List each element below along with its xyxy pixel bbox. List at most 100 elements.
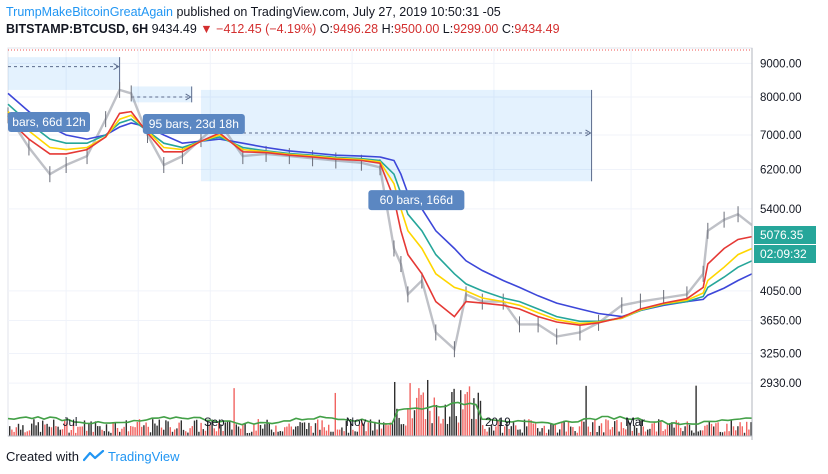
volume-bar [570,426,572,436]
tradingview-brand[interactable]: TradingView [108,449,180,464]
created-with-text: Created with [6,449,79,464]
low-label: L: [442,22,454,36]
volume-bar [413,410,416,436]
volume-bar [521,432,523,436]
volume-bar [466,391,468,436]
volume-bar [262,428,264,436]
volume-bar [671,422,673,436]
volume-bar [429,410,431,436]
volume-bar [741,426,743,436]
volume-bar [191,426,193,436]
volume-bar [702,430,704,436]
volume-bar [310,426,312,436]
volume-bar [497,419,499,436]
volume-bar [266,419,268,436]
volume-bar [198,431,200,436]
arrow-right-icon [585,129,592,137]
volume-bar [468,386,471,436]
volume-bar [81,426,83,436]
volume-bar [297,426,299,436]
date-range-box [200,89,592,182]
volume-bar [224,422,226,436]
volume-bar [455,416,457,436]
price-badge-label: 02:09:32 [760,247,807,261]
volume-bar [202,429,204,436]
volume-bar [660,421,662,436]
volume-bar [163,429,165,436]
volume-bar [147,426,149,436]
annotations: bars, 66d 12h 95 bars, 23d 18h 60 bars, 16… [8,112,465,211]
volume-bar [90,421,92,436]
volume-bar [640,420,642,436]
volume-bar [171,431,174,436]
volume-bar [303,422,306,436]
volume-bar [207,421,209,436]
volume-bar [88,423,90,436]
volume-bar [255,430,257,436]
y-tick-label: 3250.00 [760,349,802,361]
price-badge [754,245,816,263]
volume-bar [110,432,112,436]
volume-bars [7,379,753,436]
volume-bar [376,429,378,436]
volume-bar [176,428,178,436]
date-range-label-box [8,112,90,133]
volume-bar [321,420,323,436]
volume-bar [488,427,490,436]
volume-bar [119,431,121,436]
volume-bar [424,419,427,436]
volume-bar [737,426,739,436]
price-badges: 5076.35 02:09:32 [754,226,816,263]
x-tick-label: Mar [625,417,645,429]
volume-bar [473,398,475,436]
volume-bar [713,426,715,436]
volume-bar [127,431,130,436]
date-range-boxes [8,57,593,182]
volume-bar [684,426,686,436]
volume-bar [75,432,77,436]
volume-bar [389,422,391,436]
volume-bar [611,427,614,436]
volume-bar [394,381,396,436]
volume-bar [105,424,108,436]
volume-bar [396,408,398,436]
volume-bar [574,431,576,436]
volume-bar [453,388,455,436]
volume-bar [596,432,598,436]
author-link[interactable]: TrumpMakeBitcoinGreatAgain [6,5,173,19]
volume-bar [211,419,213,436]
volume-bar [728,431,730,436]
volume-bar [695,385,697,436]
y-tick-label: 3650.00 [760,315,802,327]
price-chart[interactable]: bars, 66d 12h 95 bars, 23d 18h 60 bars, 16… [0,40,828,440]
volume-bar [732,426,735,436]
volume-bar [409,383,411,436]
volume-bar [209,424,211,436]
volume-bar [288,423,290,436]
volume-bar [46,423,48,436]
volume-bar [185,431,187,436]
volume-bar [187,432,189,436]
volume-bar [581,419,583,436]
close-value: 9434.49 [514,22,560,36]
volume-bar [508,428,510,436]
volume-bar [721,432,724,436]
volume-bar [484,428,486,436]
volume-bar [39,431,42,436]
published-text: published on TradingView.com, July 27, 2… [176,5,501,19]
volume-bar [418,388,420,436]
volume-bar [290,426,292,436]
volume-bar [649,428,651,436]
volume-bar [339,429,341,436]
volume-bar [387,425,389,436]
volume-bar [383,422,385,436]
volume-bar [653,421,655,436]
y-tick-label: 4050.00 [760,286,802,298]
volume-bar [325,430,328,436]
moving-average-line [7,110,753,327]
volume-bar [625,429,627,436]
volume-bar [308,422,310,436]
x-tick-label: 2019 [485,417,511,429]
volume-bar [275,425,277,436]
volume-bar [369,419,372,436]
